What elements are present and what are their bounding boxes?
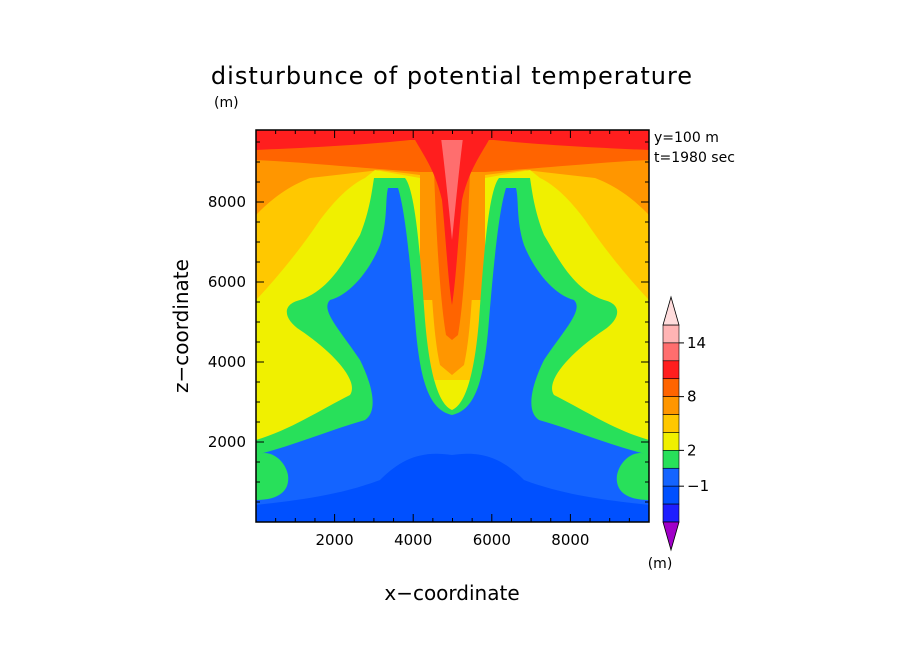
x-tick-label: 4000: [394, 531, 432, 549]
field-top-red-layer: [256, 130, 649, 150]
colorbar-label: −1: [687, 477, 709, 495]
colorbar-box: [662, 396, 680, 415]
colorbar-label: 8: [687, 388, 697, 406]
colorbar-box: [662, 450, 680, 469]
y-axis: 2000 4000 6000 8000: [208, 141, 649, 503]
units-label: (m): [214, 95, 239, 111]
chart-title: disturbunce of potential temperature: [211, 62, 693, 90]
colorbar-label: 2: [687, 441, 697, 459]
colorbar-label: 14: [687, 334, 706, 352]
colorbar-box: [662, 378, 680, 397]
y-axis-title: z−coordinate: [169, 259, 193, 393]
colorbar-box: [662, 414, 680, 433]
colorbar: [662, 295, 680, 552]
y-tick-label: 8000: [208, 193, 246, 211]
y-tick-label: 2000: [208, 433, 246, 451]
field-right-green-blob: [616, 452, 649, 500]
colorbar-top-arrow: [662, 295, 680, 326]
x-tick-label: 8000: [551, 531, 589, 549]
y-tick-label: 6000: [208, 273, 246, 291]
field-deep-blue-bottom: [256, 453, 649, 522]
contour-field: [256, 130, 649, 522]
colorbar-box: [662, 467, 680, 487]
annotation-y: y=100 m: [654, 130, 719, 146]
colorbar-box: [662, 485, 680, 505]
colorbar-bottom-arrow: [662, 521, 680, 552]
colorbar-box: [662, 324, 680, 344]
field-left-green-blob: [256, 452, 289, 500]
colorbar-box: [662, 432, 680, 451]
colorbar-units-label: (m): [648, 556, 673, 572]
annotation-t: t=1980 sec: [654, 150, 735, 166]
x-axis-title: x−coordinate: [384, 581, 519, 605]
x-tick-label: 6000: [473, 531, 511, 549]
colorbar-box: [662, 342, 680, 362]
x-tick-label: 2000: [316, 531, 354, 549]
colorbar-box: [662, 503, 680, 523]
y-tick-label: 4000: [208, 353, 246, 371]
colorbar-box: [662, 360, 680, 380]
field-blue-core: [256, 188, 649, 522]
colorbar-labels: 14 8 2 −1: [679, 334, 709, 495]
x-axis: 2000 4000 6000 8000: [275, 130, 630, 549]
field-central-plume-peak: [440, 130, 464, 240]
